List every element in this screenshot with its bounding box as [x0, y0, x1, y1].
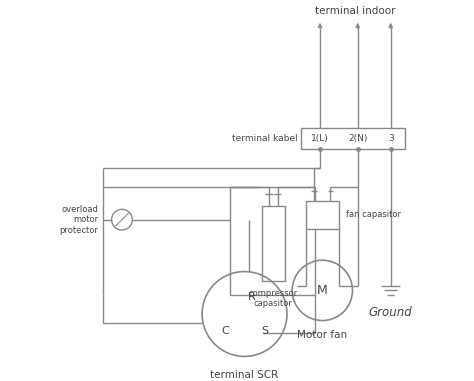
Text: compressor
capasitor: compressor capasitor [249, 288, 298, 308]
Text: fan capasitor: fan capasitor [346, 210, 401, 219]
Text: overload
motor
protector: overload motor protector [60, 205, 99, 235]
Text: C: C [222, 326, 229, 336]
Text: Ground: Ground [369, 306, 412, 319]
Text: 1(L): 1(L) [311, 134, 329, 143]
Bar [262, 205, 285, 281]
Text: M: M [317, 284, 328, 297]
Text: S: S [262, 326, 269, 336]
Text: terminal SCR: terminal SCR [210, 370, 279, 379]
Text: 2(N): 2(N) [348, 134, 367, 143]
Text: R: R [248, 292, 256, 302]
Bar [306, 201, 339, 229]
Bar [230, 187, 315, 295]
Text: terminal kabel: terminal kabel [232, 134, 297, 143]
Text: 3: 3 [388, 134, 393, 143]
Bar [301, 128, 405, 149]
Text: terminal indoor: terminal indoor [315, 6, 396, 16]
Text: Motor fan: Motor fan [297, 330, 347, 340]
